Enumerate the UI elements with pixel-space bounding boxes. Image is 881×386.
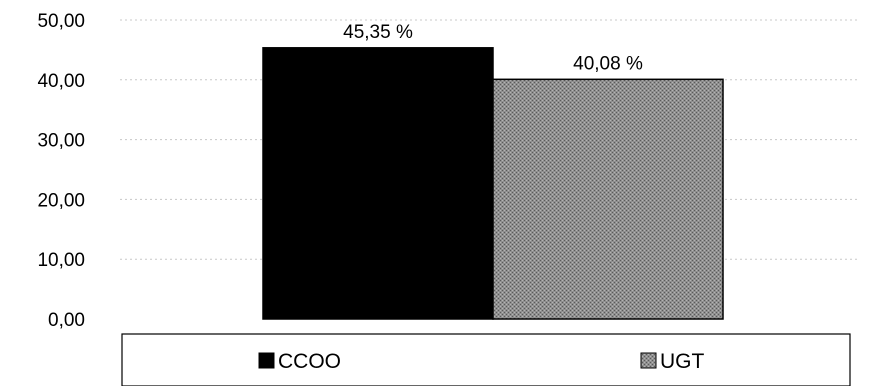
- legend-label-ugt: UGT: [660, 350, 705, 373]
- y-tick-label: 10,00: [37, 250, 85, 271]
- legend: CCOO UGT: [121, 333, 851, 386]
- y-tick-label: 30,00: [37, 131, 85, 152]
- y-tick-label: 20,00: [37, 190, 85, 211]
- y-tick-label: 50,00: [37, 11, 85, 32]
- legend-swatch-ccoo: [258, 352, 275, 369]
- bar-ugt: [492, 78, 724, 320]
- data-label-ccoo: 45,35 %: [343, 22, 413, 43]
- bar-ccoo: [262, 47, 494, 320]
- bars: [262, 47, 724, 320]
- y-tick-label: 40,00: [37, 71, 85, 92]
- legend-box: [121, 333, 851, 386]
- y-axis: 0,00 10,00 20,00 30,00 40,00 50,00: [37, 11, 85, 331]
- legend-swatch-ugt: [640, 352, 657, 369]
- y-tick-label: 0,00: [48, 310, 85, 331]
- data-labels: 45,35 % 40,08 %: [343, 22, 643, 75]
- data-label-ugt: 40,08 %: [573, 53, 643, 74]
- legend-label-ccoo: CCOO: [278, 350, 341, 373]
